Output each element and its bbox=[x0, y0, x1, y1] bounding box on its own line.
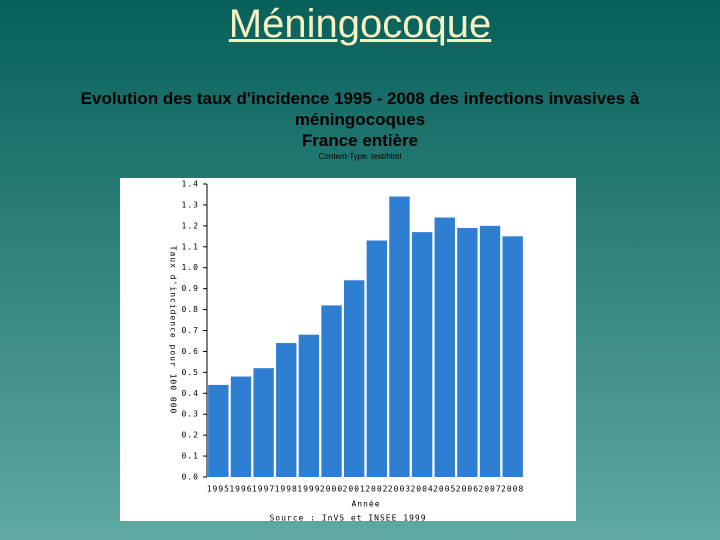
bar bbox=[276, 343, 297, 477]
y-tick-label: 1.4 bbox=[182, 180, 199, 189]
y-tick-label: 0.8 bbox=[182, 305, 199, 314]
x-tick-label: 2000 bbox=[320, 485, 343, 494]
y-tick-label: 0.7 bbox=[182, 326, 199, 335]
subtitle-line: méningocoques bbox=[294, 110, 426, 129]
x-tick-label: 2001 bbox=[343, 485, 366, 494]
x-tick-label: 1997 bbox=[252, 485, 275, 494]
bar bbox=[434, 217, 455, 477]
subtitle-line: France entière bbox=[301, 131, 419, 150]
y-tick-label: 1.3 bbox=[182, 200, 199, 209]
bar bbox=[321, 305, 342, 477]
bar bbox=[502, 236, 523, 477]
x-tick-label: 2003 bbox=[388, 485, 411, 494]
bar bbox=[366, 240, 388, 477]
x-tick-label: 1995 bbox=[207, 485, 230, 494]
bar bbox=[230, 376, 252, 477]
chart-subtitle: Evolution des taux d'incidence 1995 - 20… bbox=[0, 88, 720, 151]
y-axis-label: Taux d'incidence pour 100 000 bbox=[169, 246, 178, 415]
y-tick-label: 0.2 bbox=[182, 431, 199, 440]
x-tick-label: 2005 bbox=[433, 485, 456, 494]
y-tick-label: 0.9 bbox=[182, 284, 199, 293]
bar bbox=[298, 334, 320, 477]
y-tick-label: 0.3 bbox=[182, 410, 199, 419]
x-tick-label: 2008 bbox=[501, 485, 524, 494]
y-tick-label: 0.5 bbox=[182, 368, 199, 377]
x-tick-label: 2002 bbox=[365, 485, 388, 494]
y-tick-label: 1.2 bbox=[182, 221, 199, 230]
slide-title: Méningocoque bbox=[228, 2, 492, 46]
y-tick-label: 1.1 bbox=[182, 242, 199, 251]
bar bbox=[208, 384, 229, 477]
x-tick-label: 2006 bbox=[456, 485, 479, 494]
x-tick-label: 2004 bbox=[410, 485, 433, 494]
y-tick-label: 0.1 bbox=[182, 452, 199, 461]
subtitle-line: Evolution des taux d'incidence 1995 - 20… bbox=[80, 89, 640, 108]
bar bbox=[411, 232, 433, 477]
bar bbox=[389, 196, 410, 478]
x-tick-label: 1998 bbox=[275, 485, 298, 494]
bar bbox=[253, 368, 274, 477]
x-tick-label: 1996 bbox=[229, 485, 252, 494]
source: Source : InVS et INSEE 1999 bbox=[269, 514, 426, 523]
y-tick-label: 0.0 bbox=[182, 473, 199, 482]
note: Content-Type: text/html bbox=[318, 152, 402, 161]
y-tick-label: 1.0 bbox=[182, 263, 199, 272]
bar bbox=[479, 225, 501, 477]
y-tick-label: 0.4 bbox=[182, 389, 199, 398]
y-tick-label: 0.6 bbox=[182, 347, 199, 356]
x-tick-label: 2007 bbox=[478, 485, 501, 494]
bar bbox=[457, 227, 478, 477]
bar bbox=[343, 280, 365, 477]
x-tick-label: 1999 bbox=[297, 485, 320, 494]
x-axis-label: Année bbox=[351, 499, 380, 509]
